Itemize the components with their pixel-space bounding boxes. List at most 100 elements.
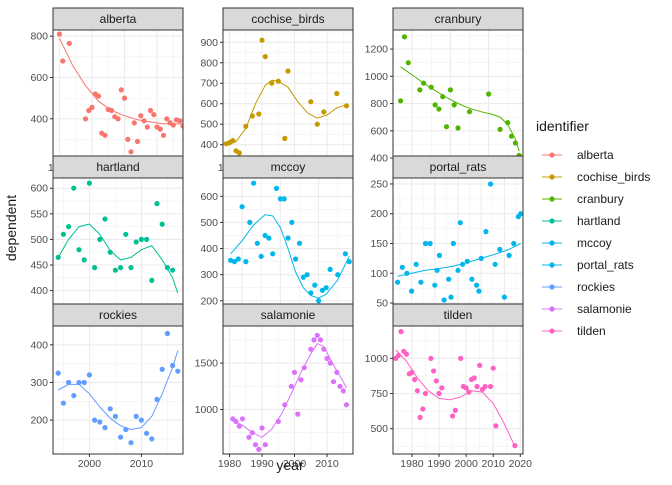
data-point	[304, 272, 310, 278]
data-point	[483, 229, 489, 235]
panel-tilden: tilden 1980 1990 2000 2010 2020 500 750 1000	[365, 303, 532, 470]
data-point	[312, 282, 318, 288]
data-point	[252, 442, 259, 448]
data-point	[147, 107, 154, 114]
y-tick-label: 400	[200, 243, 218, 255]
data-point	[282, 402, 288, 408]
y-tick-label: 550	[30, 208, 48, 220]
data-point	[86, 180, 92, 186]
facet-strip-label: hartland	[96, 160, 139, 174]
data-point	[115, 116, 121, 122]
data-point	[92, 265, 98, 271]
data-point	[490, 365, 496, 371]
panel-background	[53, 30, 183, 158]
data-point	[266, 235, 272, 241]
y-tick-label: 800	[200, 57, 218, 69]
data-point	[71, 185, 77, 191]
data-point	[436, 390, 442, 397]
legend-label: cranbury	[577, 192, 624, 206]
data-point	[403, 351, 410, 357]
data-point	[418, 279, 424, 285]
data-point	[458, 355, 464, 361]
data-point	[497, 246, 503, 252]
panel-cochise_birds: cochise_birds198019902000201040050060070…	[200, 7, 354, 174]
legend-label: rockies	[577, 280, 615, 294]
legend-label: salamonie	[577, 302, 632, 316]
y-tick-label: 1000	[195, 404, 219, 416]
data-point	[324, 355, 330, 362]
panel-background	[223, 30, 353, 158]
data-layer	[228, 180, 352, 304]
legend-label: tilden	[577, 324, 606, 338]
x-tick-label: 2000	[454, 458, 478, 470]
panel-mccoy: mccoy199020002010200300400500600	[200, 155, 354, 322]
data-point	[76, 379, 82, 386]
legend-title: identifier	[536, 118, 589, 134]
y-tick-label: 200	[200, 295, 218, 307]
x-tick-label: 2000	[78, 458, 102, 470]
data-point	[118, 87, 124, 93]
data-point	[107, 406, 113, 412]
data-point	[474, 383, 480, 390]
data-point	[154, 201, 160, 207]
data-point	[308, 346, 314, 352]
data-point	[314, 332, 320, 338]
data-point	[144, 236, 150, 242]
data-point	[270, 251, 276, 257]
data-point	[55, 254, 61, 260]
data-point	[251, 180, 257, 186]
data-point	[86, 107, 92, 114]
data-point	[273, 185, 280, 191]
y-tick-label: 1000	[365, 353, 389, 365]
data-point	[327, 266, 333, 272]
legend-label: alberta	[577, 148, 614, 162]
y-tick-label: 800	[370, 98, 388, 110]
data-point	[298, 377, 304, 383]
panel-border	[392, 325, 524, 455]
data-point	[439, 385, 445, 391]
data-point	[71, 393, 77, 399]
data-point	[493, 423, 499, 429]
data-point	[66, 224, 72, 230]
facet-strip-label: portal_rats	[430, 160, 487, 174]
data-point	[340, 388, 346, 394]
data-point	[254, 240, 260, 246]
panel-hartland: hartland20002010400450500550600	[30, 155, 184, 322]
data-point	[123, 426, 129, 433]
data-point	[342, 251, 348, 257]
data-point	[164, 116, 170, 122]
data-point	[422, 390, 429, 397]
data-point	[431, 368, 437, 374]
data-point	[311, 337, 317, 343]
panel-salamonie: salamonie 1980 1990 2000 2010 1000 1500	[195, 303, 354, 470]
y-tick-label: 400	[30, 339, 48, 351]
legend-key-point	[549, 174, 555, 180]
data-layer	[56, 31, 183, 155]
data-point	[107, 249, 113, 255]
y-tick-label: 750	[370, 388, 388, 400]
y-tick-label: 450	[30, 260, 48, 272]
data-point	[487, 181, 494, 187]
facet-strip-label: rockies	[99, 308, 137, 322]
data-point	[108, 107, 115, 114]
data-point	[413, 261, 419, 267]
y-tick-label: 900	[200, 37, 218, 49]
data-point	[159, 221, 165, 227]
trend-line	[226, 79, 347, 147]
data-point	[501, 294, 507, 300]
panel-background	[393, 326, 523, 454]
data-point	[448, 294, 454, 300]
facet-strip-label: cranbury	[435, 12, 482, 26]
data-point	[95, 93, 102, 99]
data-point	[466, 389, 472, 395]
data-point	[164, 265, 170, 271]
data-point	[97, 236, 103, 242]
data-point	[275, 78, 281, 84]
data-point	[128, 149, 134, 155]
data-point	[81, 257, 87, 263]
data-point	[230, 138, 236, 144]
data-point	[440, 94, 446, 100]
panel-background	[53, 326, 183, 454]
data-point	[259, 37, 265, 43]
data-point	[417, 414, 423, 420]
